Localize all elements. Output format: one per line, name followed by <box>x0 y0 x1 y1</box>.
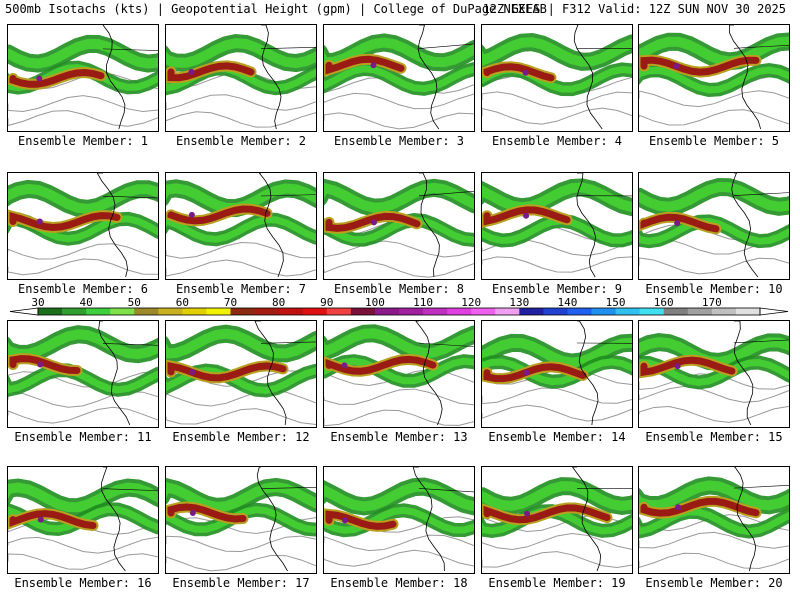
ensemble-map-panel <box>481 320 633 428</box>
color-bar-tick-label: 30 <box>31 297 44 309</box>
color-bar-segment <box>471 308 496 315</box>
ensemble-member-label: Ensemble Member: 6 <box>17 282 149 296</box>
color-bar-segment <box>206 308 232 315</box>
color-bar-tick-label: 160 <box>654 297 674 309</box>
color-bar-segment <box>326 308 352 315</box>
color-bar-tick-label: 70 <box>224 297 237 309</box>
color-bar-tick-label: 60 <box>176 297 189 309</box>
ensemble-member-label: Ensemble Member: 7 <box>175 282 307 296</box>
color-bar-segment <box>38 308 63 315</box>
ensemble-member-label: Ensemble Member: 2 <box>175 134 307 148</box>
color-bar-tick-label: 140 <box>558 297 578 309</box>
color-bar-segment <box>374 308 400 315</box>
ensemble-member-label: Ensemble Member: 11 <box>14 430 152 444</box>
color-bar-segment <box>350 308 376 315</box>
color-bar-tick-label: 50 <box>128 297 141 309</box>
ensemble-member-label: Ensemble Member: 9 <box>491 282 623 296</box>
isotach-color-bar: 30 40 50 60 70 80 90 100 110 120 130 140 150 160 170 <box>0 297 800 321</box>
ensemble-map-panel <box>481 172 633 280</box>
header-run-info: 12Z GEFS | F312 Valid: 12Z SUN NOV 30 20… <box>482 2 786 16</box>
color-bar-segment <box>519 308 544 315</box>
ensemble-member-label: Ensemble Member: 17 <box>172 576 310 590</box>
ensemble-member-label: Ensemble Member: 18 <box>330 576 468 590</box>
color-bar-segment <box>495 308 520 315</box>
ensemble-map-panel <box>323 466 475 574</box>
ensemble-map-panel <box>7 466 159 574</box>
ensemble-map-panel <box>481 466 633 574</box>
color-bar-segment <box>62 308 87 315</box>
ensemble-map-panel <box>7 320 159 428</box>
ensemble-map-panel <box>165 320 317 428</box>
color-bar-tick-label: 120 <box>461 297 481 309</box>
ensemble-map-panel <box>323 172 475 280</box>
ensemble-map-panel <box>7 172 159 280</box>
ensemble-map-panel <box>323 24 475 132</box>
ensemble-map-panel <box>165 466 317 574</box>
ensemble-member-label: Ensemble Member: 5 <box>648 134 780 148</box>
color-bar-tick-label: 170 <box>702 297 722 309</box>
ensemble-map-panel <box>638 24 790 132</box>
ensemble-map-panel <box>638 172 790 280</box>
color-bar-segment <box>278 308 304 315</box>
ensemble-member-label: Ensemble Member: 15 <box>645 430 783 444</box>
ensemble-member-label: Ensemble Member: 1 <box>17 134 149 148</box>
color-bar-right-arrow <box>759 307 789 316</box>
color-bar-segment <box>447 308 472 315</box>
ensemble-map-panel <box>165 172 317 280</box>
color-bar-tick-label: 100 <box>365 297 385 309</box>
ensemble-member-label: Ensemble Member: 8 <box>333 282 465 296</box>
color-bar-tick-label: 80 <box>272 297 285 309</box>
color-bar-segment <box>735 308 761 315</box>
ensemble-map-panel <box>323 320 475 428</box>
ensemble-member-label: Ensemble Member: 13 <box>330 430 468 444</box>
color-bar-left-arrow <box>9 307 39 316</box>
color-bar-segment <box>543 308 568 315</box>
ensemble-member-label: Ensemble Member: 16 <box>14 576 152 590</box>
color-bar-segment <box>254 308 280 315</box>
ensemble-member-label: Ensemble Member: 19 <box>488 576 626 590</box>
color-bar-segment <box>591 308 617 315</box>
ensemble-member-label: Ensemble Member: 12 <box>172 430 310 444</box>
color-bar-segment <box>639 308 665 315</box>
color-bar-segment <box>86 308 111 315</box>
color-bar-tick-label: 130 <box>509 297 529 309</box>
color-bar-segment <box>567 308 593 315</box>
color-bar-segment <box>134 308 159 315</box>
color-bar-tick-label: 110 <box>413 297 433 309</box>
color-bar-segment <box>615 308 641 315</box>
ensemble-map-panel <box>7 24 159 132</box>
color-bar-segment <box>182 308 207 315</box>
ensemble-member-label: Ensemble Member: 14 <box>488 430 626 444</box>
color-bar-segment <box>158 308 183 315</box>
color-bar-segment <box>423 308 448 315</box>
color-bar-tick-label: 40 <box>80 297 93 309</box>
color-bar-segment <box>663 308 689 315</box>
color-bar-segment <box>110 308 135 315</box>
color-bar-segment <box>687 308 713 315</box>
color-bar-segment <box>399 308 424 315</box>
ensemble-member-label: Ensemble Member: 20 <box>645 576 783 590</box>
ensemble-map-panel <box>638 320 790 428</box>
ensemble-map-panel <box>638 466 790 574</box>
header-title: 500mb Isotachs (kts) | Geopotential Heig… <box>5 2 547 16</box>
color-bar-tick-label: 150 <box>606 297 626 309</box>
color-bar-segment <box>302 308 328 315</box>
color-bar-tick-label: 90 <box>320 297 333 309</box>
ensemble-member-label: Ensemble Member: 4 <box>491 134 623 148</box>
color-bar-segment <box>711 308 737 315</box>
ensemble-map-panel <box>481 24 633 132</box>
ensemble-member-label: Ensemble Member: 3 <box>333 134 465 148</box>
color-bar-segment <box>230 308 256 315</box>
ensemble-member-label: Ensemble Member: 10 <box>645 282 783 296</box>
ensemble-map-panel <box>165 24 317 132</box>
